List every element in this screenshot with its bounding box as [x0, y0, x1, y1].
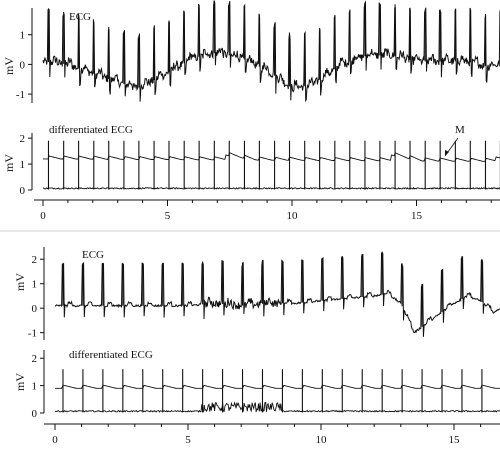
top-ecg-title: ECG [69, 11, 91, 23]
bottom-xtick-label-3: 15 [449, 434, 461, 446]
bottom-diff-yticks: 0 1 2 [32, 353, 44, 420]
bottom-diff-panel: mV differentiated ECG 0 1 2 [13, 349, 500, 420]
bottom-xtick-label-2: 10 [316, 434, 328, 446]
bottom-diff-ytick-label-0: 0 [32, 408, 38, 420]
bottom-ecg-panel: mV ECG -1 0 1 2 [13, 247, 500, 340]
top-diff-annotation: M [455, 124, 465, 136]
bottom-ecg-ytick-label-0: -1 [28, 328, 37, 340]
top-ecg-panel: mV ECG -1 0 1 [2, 0, 500, 103]
top-diff-annotation-arrowhead [445, 150, 449, 156]
bottom-x-axis: 0 5 10 15 [44, 423, 500, 446]
top-ecg-series-line [42, 0, 500, 103]
top-xtick-label-2: 10 [287, 210, 299, 222]
bottom-xtick-label-1: 5 [185, 434, 191, 446]
top-x-axis: 0 5 10 15 [34, 199, 500, 222]
bottom-ecg-trace [54, 251, 500, 337]
bottom-diff-baseline-line [54, 401, 500, 413]
bottom-diff-ylabel: mV [13, 373, 27, 391]
top-diff-baseline-line [42, 186, 500, 190]
top-diff-trace [42, 140, 500, 190]
bottom-ecg-title: ECG [82, 249, 104, 261]
bottom-diff-threshold-line [55, 384, 500, 389]
bottom-diff-ytick-label-2: 2 [32, 353, 38, 365]
top-xticks: 0 5 10 15 [40, 200, 492, 222]
top-ecg-ytick-label-0: -1 [16, 89, 25, 101]
bottom-xticks: 0 5 10 15 [52, 424, 482, 446]
top-xtick-label-0: 0 [40, 210, 46, 222]
bottom-ecg-ylabel: mV [13, 273, 27, 291]
bottom-xtick-label-0: 0 [52, 434, 58, 446]
bottom-ecg-yticks: -1 0 1 2 [28, 254, 44, 340]
top-diff-yticks: 0 1 2 [20, 133, 32, 197]
top-ecg-ylabel: mV [2, 57, 16, 75]
bottom-ecg-ytick-label-2: 1 [32, 279, 38, 291]
top-diff-panel: mV differentiated ECG M 0 1 2 [2, 124, 500, 197]
bottom-ecg-series-line [54, 252, 500, 337]
top-ecg-ytick-label-1: 0 [20, 59, 26, 71]
bottom-diff-title: differentiated ECG [69, 349, 153, 361]
top-xtick-label-3: 15 [411, 210, 423, 222]
bottom-ecg-ytick-label-1: 0 [32, 303, 38, 315]
top-diff-ytick-label-2: 2 [20, 133, 26, 145]
top-diff-ytick-label-1: 1 [20, 159, 26, 171]
top-xtick-label-1: 5 [165, 210, 171, 222]
top-diff-ylabel: mV [2, 154, 16, 172]
top-diff-ytick-label-0: 0 [20, 185, 26, 197]
top-ecg-trace [42, 0, 500, 103]
top-diff-threshold-line [43, 152, 500, 162]
top-ecg-yticks: -1 0 1 [16, 30, 32, 101]
top-ecg-ytick-label-2: 1 [20, 30, 26, 42]
top-diff-title: differentiated ECG [49, 124, 133, 136]
bottom-diff-trace [54, 369, 500, 413]
bottom-ecg-ytick-label-3: 2 [32, 254, 38, 266]
bottom-diff-ytick-label-1: 1 [32, 381, 38, 393]
